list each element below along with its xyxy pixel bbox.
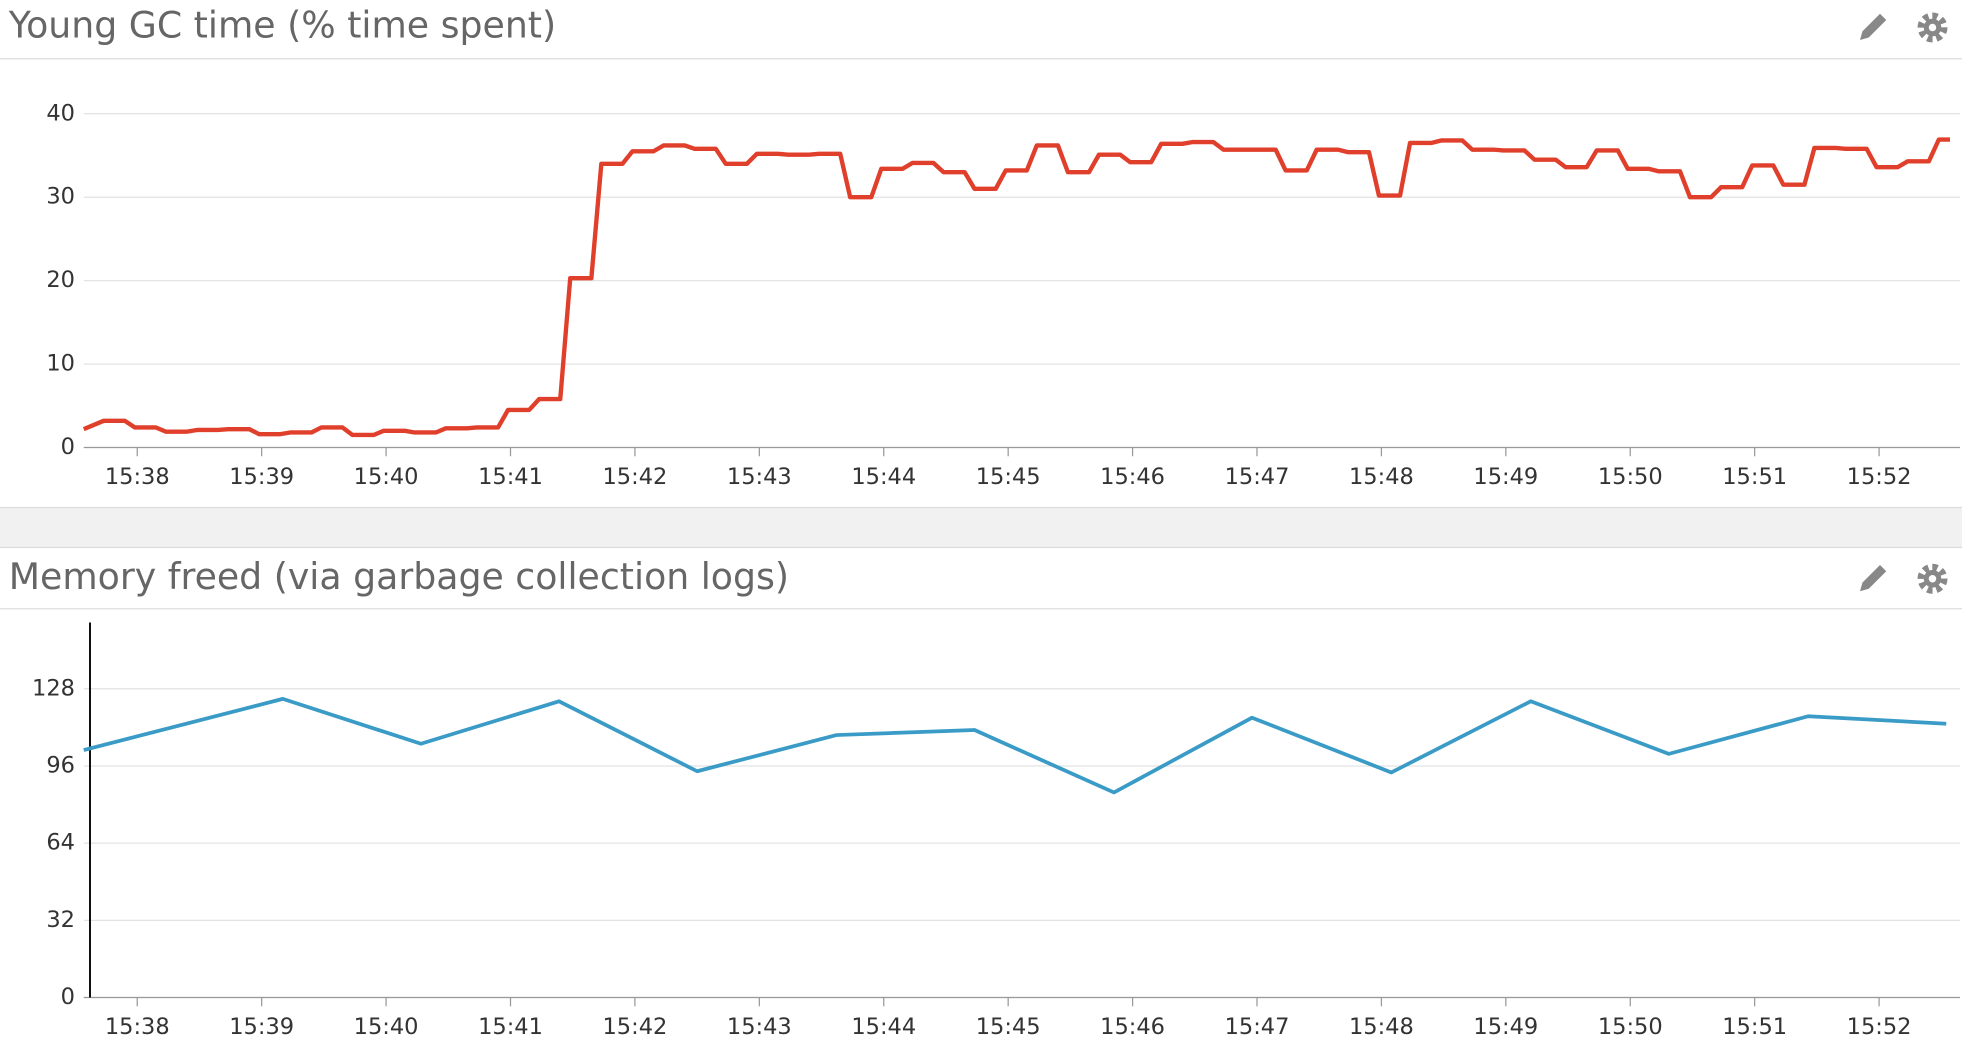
panel-title: Young GC time (% time spent)	[8, 3, 556, 46]
panel-title: Memory freed (via garbage collection log…	[9, 555, 789, 598]
x-tick-label: 15:40	[354, 1014, 419, 1040]
x-tick-label: 15:44	[851, 1014, 916, 1040]
x-tick-label: 15:50	[1598, 1014, 1663, 1040]
x-tick-label: 15:40	[354, 464, 419, 490]
x-tick-label: 15:48	[1349, 464, 1414, 490]
x-tick-label: 15:42	[602, 464, 667, 490]
x-tick-label: 15:49	[1473, 1014, 1538, 1040]
edit-icon[interactable]	[1860, 565, 1887, 592]
y-tick-label: 64	[46, 830, 75, 856]
y-tick-label: 32	[46, 907, 75, 933]
x-tick-label: 15:47	[1225, 464, 1290, 490]
x-tick-label: 15:49	[1473, 464, 1538, 490]
x-tick-label: 15:52	[1847, 464, 1912, 490]
y-tick-label: 0	[61, 434, 75, 460]
x-tick-label: 15:45	[976, 464, 1041, 490]
x-tick-label: 15:42	[602, 1014, 667, 1040]
settings-icon[interactable]	[1917, 12, 1948, 43]
settings-icon[interactable]	[1917, 563, 1948, 594]
x-tick-label: 15:47	[1225, 1014, 1290, 1040]
x-tick-label: 15:41	[478, 1014, 543, 1040]
y-tick-label: 0	[61, 984, 75, 1010]
x-tick-label: 15:41	[478, 464, 543, 490]
x-tick-label: 15:48	[1349, 1014, 1414, 1040]
y-tick-label: 20	[46, 267, 75, 293]
y-tick-label: 128	[32, 675, 75, 701]
edit-icon[interactable]	[1860, 13, 1887, 40]
x-tick-label: 15:44	[851, 464, 916, 490]
y-tick-label: 96	[46, 752, 75, 778]
x-tick-label: 15:46	[1100, 1014, 1165, 1040]
x-tick-label: 15:43	[727, 464, 792, 490]
x-tick-label: 15:45	[976, 1014, 1041, 1040]
y-tick-label: 30	[46, 184, 75, 210]
panel-separator	[0, 507, 1962, 548]
y-tick-label: 10	[46, 351, 75, 377]
x-tick-label: 15:51	[1722, 464, 1787, 490]
x-tick-label: 15:50	[1598, 464, 1663, 490]
y-tick-label: 40	[46, 100, 75, 126]
x-tick-label: 15:46	[1100, 464, 1165, 490]
x-tick-label: 15:38	[105, 1014, 170, 1040]
series-line	[83, 696, 1947, 795]
x-tick-label: 15:43	[727, 1014, 792, 1040]
series-line	[82, 137, 1950, 438]
x-tick-label: 15:39	[229, 464, 294, 490]
x-tick-label: 15:39	[229, 1014, 294, 1040]
x-tick-label: 15:51	[1722, 1014, 1787, 1040]
x-tick-label: 15:52	[1847, 1014, 1912, 1040]
x-tick-label: 15:38	[105, 464, 170, 490]
